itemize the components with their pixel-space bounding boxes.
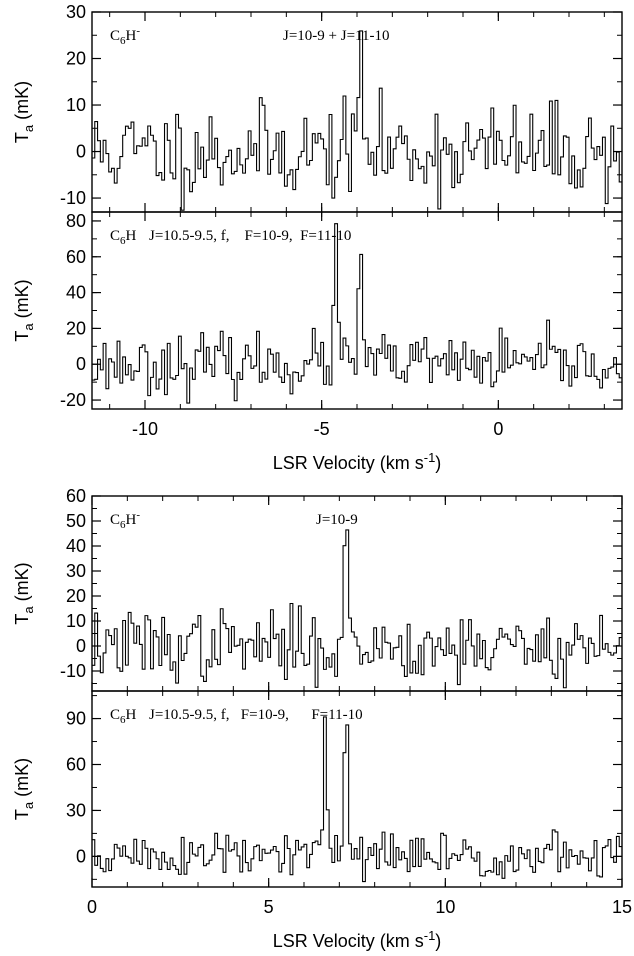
x-tick-label: 15 <box>612 897 632 917</box>
spectrum-trace <box>92 223 622 404</box>
x-axis-label: LSR Velocity (km s-1) <box>273 928 442 951</box>
plot-frame <box>91 690 623 888</box>
y-tick-label: 20 <box>66 49 86 69</box>
y-tick-label: 30 <box>66 800 86 820</box>
y-axis-label: Ta (mK) <box>12 758 36 820</box>
x-tick-label: 10 <box>435 897 455 917</box>
spectrum-trace <box>92 30 622 211</box>
y-tick-label: 0 <box>76 142 86 162</box>
x-tick-label: -5 <box>314 419 330 439</box>
y-tick-label: 40 <box>66 536 86 556</box>
molecule-label: C6H <box>110 228 137 247</box>
spectrum-panel-2: -20 0 20 40 60 80 -10 -5 0 Ta (mK) C6H J=10.5-9.5, … <box>12 211 623 473</box>
y-tick-label: 90 <box>66 709 86 729</box>
y-tick-label: 40 <box>66 283 86 303</box>
spectrum-trace <box>92 716 622 883</box>
transition-label: J=10-9 <box>316 512 358 528</box>
spectrum-panel-4: 0 30 60 90 0 5 10 15 Ta (mK) C6H J=10.5-9.5, f, F=… <box>12 690 632 951</box>
y-axis-label: Ta (mK) <box>12 279 36 341</box>
y-tick-label: 20 <box>66 318 86 338</box>
transition-label: J=10.5-9.5, f, F=10-9, F=11-10 <box>149 707 363 723</box>
y-tick-label: -20 <box>60 390 86 410</box>
molecule-label: C6H- <box>110 25 140 47</box>
spectrum-trace <box>92 529 622 689</box>
y-tick-label: 10 <box>66 611 86 631</box>
x-tick-label: 5 <box>264 897 274 917</box>
y-axis-label: Ta (mK) <box>12 562 36 624</box>
molecule-label: C6H <box>110 707 137 726</box>
y-tick-label: -10 <box>60 188 86 208</box>
y-tick-label: 0 <box>76 354 86 374</box>
transition-label: J=10.5-9.5, f, F=10-9, F=11-10 <box>149 228 351 244</box>
y-tick-label: 60 <box>66 486 86 506</box>
y-tick-label: 0 <box>76 636 86 656</box>
spectrum-panel-3: -10 0 10 20 30 40 50 60 Ta (mK) C6H- J=10-9 <box>12 486 623 692</box>
y-tick-label: 60 <box>66 247 86 267</box>
molecule-label: C6H- <box>110 509 140 531</box>
y-tick-label: 30 <box>66 561 86 581</box>
y-tick-label: 10 <box>66 95 86 115</box>
x-axis-label: LSR Velocity (km s-1) <box>273 450 442 473</box>
x-tick-label: -10 <box>132 419 158 439</box>
y-tick-label: 30 <box>66 2 86 22</box>
spectrum-panel-1: -10 0 10 20 30 Ta (mK) C6H- J=10-9 + J=11-10 <box>12 2 623 213</box>
y-tick-label: 50 <box>66 511 86 531</box>
y-tick-label: 80 <box>66 211 86 231</box>
transition-label: J=10-9 + J=11-10 <box>283 28 390 44</box>
y-axis-label: Ta (mK) <box>12 81 36 143</box>
y-tick-label: 20 <box>66 586 86 606</box>
y-tick-label: 60 <box>66 755 86 775</box>
x-tick-label: 0 <box>493 419 503 439</box>
x-tick-label: 0 <box>87 897 97 917</box>
y-tick-label: -10 <box>60 661 86 681</box>
y-tick-label: 0 <box>76 846 86 866</box>
